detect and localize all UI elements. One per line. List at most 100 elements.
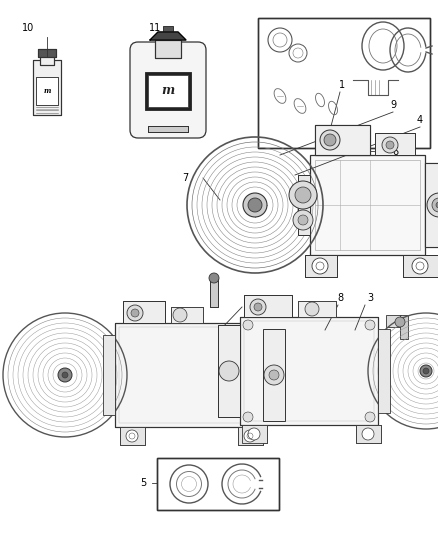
Bar: [33, 60, 61, 115]
Circle shape: [324, 134, 336, 146]
Circle shape: [432, 198, 438, 212]
Bar: [157, 458, 279, 510]
Circle shape: [248, 198, 262, 212]
Circle shape: [58, 368, 72, 382]
Circle shape: [126, 430, 138, 442]
Bar: [386, 315, 401, 327]
Bar: [119, 327, 259, 423]
Text: 6: 6: [392, 147, 398, 157]
Bar: [425, 163, 438, 247]
Bar: [263, 329, 285, 421]
Text: 11: 11: [149, 23, 161, 33]
Circle shape: [289, 181, 317, 209]
Bar: [240, 317, 378, 425]
Bar: [36, 77, 58, 105]
Bar: [244, 321, 374, 421]
Circle shape: [362, 428, 374, 440]
Circle shape: [412, 258, 428, 274]
Bar: [120, 427, 145, 445]
Bar: [298, 175, 310, 235]
Bar: [240, 317, 378, 425]
Text: 9: 9: [390, 100, 396, 110]
Circle shape: [320, 130, 340, 150]
Circle shape: [243, 320, 253, 330]
Bar: [403, 255, 438, 277]
Bar: [38, 49, 56, 57]
Bar: [171, 307, 203, 323]
Bar: [305, 255, 337, 277]
Circle shape: [243, 412, 253, 422]
Bar: [244, 295, 292, 317]
Text: 3: 3: [367, 293, 373, 303]
Circle shape: [209, 273, 219, 283]
Circle shape: [264, 365, 284, 385]
Bar: [123, 301, 165, 323]
Text: 8: 8: [337, 293, 343, 303]
Bar: [425, 163, 438, 247]
Circle shape: [382, 137, 398, 153]
Circle shape: [131, 309, 139, 317]
Bar: [157, 458, 279, 510]
Bar: [315, 125, 370, 155]
Bar: [103, 335, 115, 415]
Circle shape: [173, 308, 187, 322]
Bar: [298, 301, 336, 317]
Bar: [242, 425, 267, 443]
Bar: [210, 279, 218, 307]
Bar: [148, 126, 188, 132]
Text: 7: 7: [182, 173, 188, 183]
Circle shape: [295, 187, 311, 203]
Bar: [310, 155, 425, 255]
Circle shape: [305, 302, 319, 316]
Circle shape: [386, 141, 394, 149]
Bar: [356, 425, 381, 443]
Circle shape: [254, 303, 262, 311]
Bar: [242, 425, 267, 443]
Circle shape: [436, 202, 438, 208]
Circle shape: [250, 299, 266, 315]
Bar: [238, 427, 263, 445]
Bar: [148, 126, 188, 132]
Text: 2: 2: [245, 295, 251, 305]
Bar: [123, 301, 165, 323]
Circle shape: [293, 210, 313, 230]
Text: 5: 5: [140, 478, 146, 488]
FancyBboxPatch shape: [130, 42, 206, 138]
Bar: [258, 18, 430, 148]
Bar: [155, 40, 181, 58]
Bar: [40, 55, 54, 65]
Circle shape: [62, 372, 68, 378]
Bar: [218, 325, 240, 417]
Circle shape: [420, 365, 432, 377]
Bar: [263, 329, 285, 421]
Bar: [403, 255, 438, 277]
Bar: [115, 323, 263, 427]
Circle shape: [248, 428, 260, 440]
Bar: [378, 329, 390, 413]
Text: 10: 10: [22, 23, 34, 33]
Bar: [244, 295, 292, 317]
Circle shape: [127, 305, 143, 321]
Bar: [145, 72, 191, 110]
Bar: [298, 175, 310, 235]
Text: m: m: [161, 85, 175, 98]
Bar: [356, 425, 381, 443]
Text: m: m: [43, 87, 51, 95]
Bar: [400, 315, 408, 339]
Bar: [163, 26, 173, 32]
Bar: [210, 279, 218, 307]
Circle shape: [395, 317, 405, 327]
Bar: [38, 49, 56, 57]
Bar: [218, 325, 240, 417]
Bar: [315, 160, 420, 250]
Bar: [258, 18, 430, 148]
Bar: [33, 60, 61, 115]
Text: 4: 4: [417, 115, 423, 125]
Bar: [40, 55, 54, 65]
Circle shape: [219, 361, 239, 381]
Bar: [315, 125, 370, 155]
Text: 1: 1: [339, 80, 345, 90]
Circle shape: [243, 193, 267, 217]
Circle shape: [244, 430, 256, 442]
Circle shape: [427, 193, 438, 217]
